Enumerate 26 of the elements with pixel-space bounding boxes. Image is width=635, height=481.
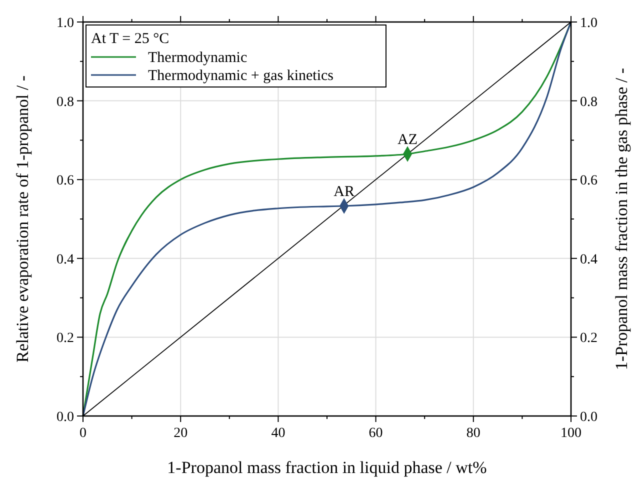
- x-tick-label: 40: [271, 426, 286, 441]
- y2-tick-label: 0.2: [580, 331, 598, 346]
- x-tick-label: 20: [174, 426, 188, 441]
- annotation: AR: [334, 184, 354, 200]
- y-tick-label: 0.8: [56, 94, 74, 110]
- y2-axis-title: 1-Propanol mass fraction in the gas phase / -: [612, 68, 631, 370]
- y2-tick-label: 0.0: [580, 410, 598, 425]
- y2-tick-label: 0.6: [580, 174, 598, 189]
- legend-label: Thermodynamic: [148, 50, 248, 66]
- y2-tick-label: 0.4: [580, 252, 598, 268]
- y-tick-label: 0.2: [56, 331, 74, 346]
- x-tick-label: 100: [560, 426, 582, 441]
- y2-tick-label: 1.0: [580, 16, 598, 31]
- y2-tick-label: 0.8: [580, 94, 598, 110]
- annotation: AZ: [398, 132, 418, 148]
- y-tick-label: 0.6: [56, 174, 74, 189]
- x-tick-label: 0: [80, 426, 86, 441]
- y-axis-title: Relative evaporation rate of 1-propanol / -: [13, 75, 32, 362]
- x-tick-label: 60: [368, 426, 383, 441]
- y-tick-label: 1.0: [56, 16, 74, 31]
- x-tick-label: 80: [466, 426, 480, 441]
- legend-title: At T = 25 °C: [91, 31, 170, 47]
- legend-label: Thermodynamic + gas kinetics: [148, 68, 334, 84]
- y-tick-label: 0.4: [56, 252, 74, 268]
- y-tick-label: 0.0: [56, 410, 74, 425]
- x-axis-title: 1-Propanol mass fraction in liquid phase / wt%: [167, 458, 487, 477]
